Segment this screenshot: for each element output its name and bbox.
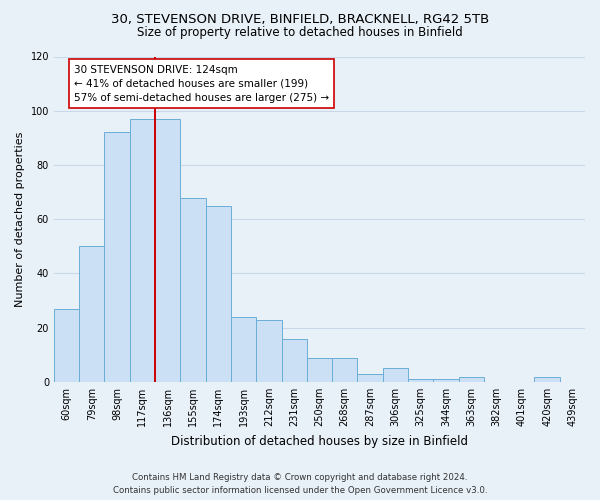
- Bar: [433, 379, 458, 382]
- Bar: [155, 119, 181, 382]
- Bar: [307, 358, 332, 382]
- Text: Size of property relative to detached houses in Binfield: Size of property relative to detached ho…: [137, 26, 463, 39]
- Bar: [79, 246, 104, 382]
- Bar: [358, 374, 383, 382]
- Bar: [408, 379, 433, 382]
- Bar: [383, 368, 408, 382]
- Text: Contains HM Land Registry data © Crown copyright and database right 2024.
Contai: Contains HM Land Registry data © Crown c…: [113, 473, 487, 495]
- Bar: [104, 132, 130, 382]
- Bar: [535, 376, 560, 382]
- Bar: [458, 376, 484, 382]
- Bar: [256, 320, 281, 382]
- Bar: [54, 308, 79, 382]
- X-axis label: Distribution of detached houses by size in Binfield: Distribution of detached houses by size …: [171, 434, 468, 448]
- Bar: [231, 317, 256, 382]
- Y-axis label: Number of detached properties: Number of detached properties: [15, 132, 25, 307]
- Text: 30 STEVENSON DRIVE: 124sqm
← 41% of detached houses are smaller (199)
57% of sem: 30 STEVENSON DRIVE: 124sqm ← 41% of deta…: [74, 64, 329, 102]
- Text: 30, STEVENSON DRIVE, BINFIELD, BRACKNELL, RG42 5TB: 30, STEVENSON DRIVE, BINFIELD, BRACKNELL…: [111, 12, 489, 26]
- Bar: [332, 358, 358, 382]
- Bar: [181, 198, 206, 382]
- Bar: [206, 206, 231, 382]
- Bar: [281, 338, 307, 382]
- Bar: [130, 119, 155, 382]
